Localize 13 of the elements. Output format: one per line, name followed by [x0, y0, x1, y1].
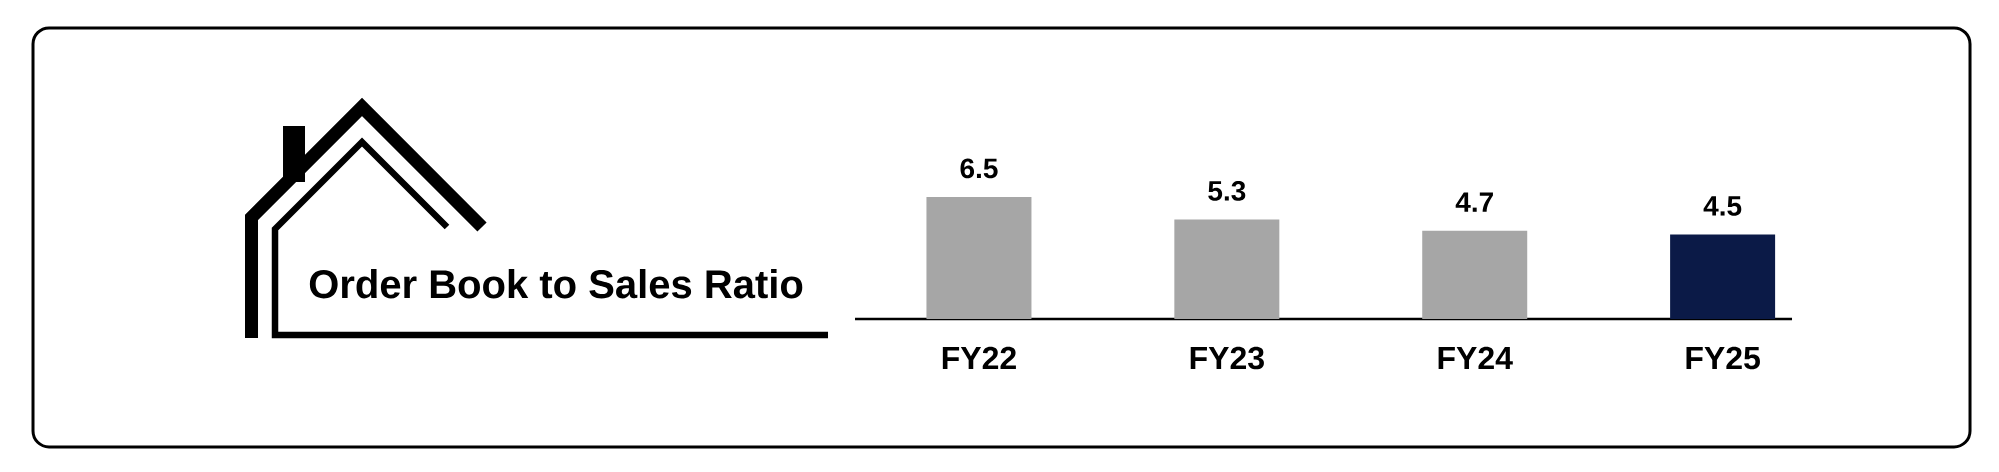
- data-label: 6.5: [960, 158, 998, 179]
- data-label: 5.3: [1208, 180, 1246, 201]
- x-tick-label: FY24: [1438, 346, 1513, 369]
- bar: [1422, 230, 1528, 319]
- data-label: 4.7: [1455, 192, 1493, 212]
- text: Order Book to Sales Ratio: [309, 269, 803, 299]
- x-tick-label: FY22: [942, 346, 1016, 369]
- bar: [1670, 234, 1776, 319]
- x-tick-label: FY25: [1686, 346, 1760, 370]
- bar: [926, 197, 1032, 319]
- x-tick-label: FY23: [1190, 346, 1264, 370]
- data-label: 4.5: [1703, 196, 1742, 216]
- bar: [1174, 219, 1280, 319]
